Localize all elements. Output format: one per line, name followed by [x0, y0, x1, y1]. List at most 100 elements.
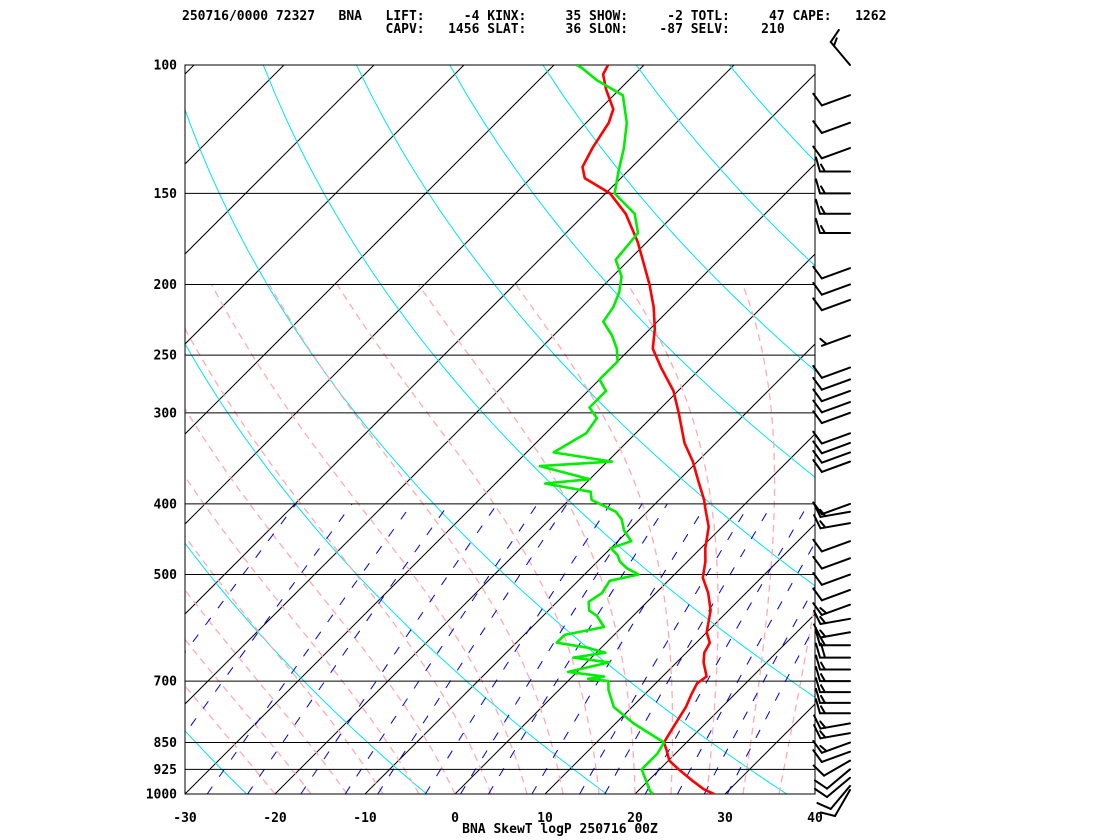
isotherm-line [634, 613, 815, 794]
wind-barb-flag [815, 156, 821, 173]
wind-barb [815, 156, 851, 173]
wind-barb-flag [819, 629, 827, 638]
y-tick-label: 200 [154, 278, 178, 293]
wind-barb [815, 630, 851, 647]
moist-adiabat-line [814, 791, 815, 794]
wind-barb-flag [813, 609, 822, 626]
isotherm-line [185, 65, 555, 435]
y-tick-label: 700 [154, 675, 178, 690]
moist-adiabat-line [417, 284, 636, 794]
wind-barb-flag [812, 145, 823, 160]
wind-barb [813, 514, 851, 530]
wind-barb [813, 714, 851, 730]
wind-barb-flag [820, 637, 826, 647]
station-header: 250716/0000 72327 BNA LIFT: -4 KINX: 35 … [182, 10, 886, 36]
wind-barb [812, 740, 851, 754]
wind-barb-flag [820, 705, 826, 715]
y-tick-label: 400 [154, 497, 178, 512]
wind-barb-flag [813, 779, 829, 790]
wind-barb [819, 789, 851, 817]
header-line-2: CAPV: 1456 SLAT: 36 SLON: -87 SELV: 210 [182, 22, 785, 37]
wind-barb-flag [813, 724, 822, 740]
wind-barb-flag [820, 224, 826, 234]
wind-barb-flag [812, 764, 826, 777]
wind-barb [813, 768, 851, 790]
wind-barb-flag [815, 178, 821, 195]
wind-barb-flag [820, 163, 826, 173]
dry-adiabat-line [185, 730, 248, 794]
wind-barb-flag [812, 281, 823, 296]
wind-barb [815, 666, 851, 683]
dry-adiabat-line [1009, 65, 1120, 794]
dry-adiabat-line [916, 65, 1120, 794]
mixing-ratio-line [488, 503, 668, 794]
dry-adiabat-line [185, 542, 428, 794]
wind-barb [813, 724, 851, 740]
y-tick-label: 100 [154, 59, 178, 74]
x-tick-label: -30 [173, 811, 197, 826]
wind-barb-flag [815, 698, 821, 715]
wind-barb-staff [820, 94, 851, 107]
wind-barb [812, 92, 851, 107]
wind-barb-flag [819, 607, 828, 615]
wind-barb-staff [820, 366, 851, 379]
wind-barb-staff [820, 557, 851, 570]
moist-adiabat-line [185, 588, 348, 794]
isotherm-line [185, 73, 815, 705]
mixing-ratio-line [703, 585, 815, 794]
wind-barb-flag [819, 811, 836, 817]
x-tick-label: 20 [627, 811, 643, 826]
wind-barb-flag [812, 501, 823, 516]
wind-barb [812, 459, 851, 473]
wind-barb [813, 623, 851, 639]
wind-barb-staff [820, 451, 851, 464]
x-tick-label: -10 [353, 811, 377, 826]
moist-adiabat-line [185, 407, 456, 794]
moist-adiabat-line [627, 284, 719, 794]
wind-barb [819, 334, 851, 347]
wind-barb-staff [820, 750, 851, 763]
wind-barb-staff [826, 768, 851, 790]
wind-barb [812, 399, 851, 414]
mixing-ratio-line [531, 503, 707, 794]
wind-barb-flag [812, 364, 823, 379]
y-tick-label: 150 [154, 187, 178, 202]
wind-barb-staff [820, 389, 851, 403]
wind-barb-flag [812, 749, 823, 763]
wind-barb [815, 178, 851, 195]
wind-barb [812, 602, 851, 616]
wind-barb-staff [820, 147, 851, 160]
wind-barb-staff [820, 411, 851, 425]
wind-barb-flag [813, 787, 829, 799]
x-tick-label: 30 [717, 811, 733, 826]
chart-title: BNA SkewT logP 250716 00Z [462, 822, 658, 837]
wind-barb-flag [820, 673, 826, 683]
header-line-1: 250716/0000 72327 BNA LIFT: -4 KINX: 35 … [182, 9, 887, 24]
isotherm-line [185, 65, 735, 615]
moist-adiabat-line [185, 475, 420, 794]
y-tick-label: 250 [154, 349, 178, 364]
isotherm-line [814, 793, 815, 794]
wind-barb [812, 587, 851, 602]
mixing-ratio-line [726, 624, 815, 794]
wind-barb [812, 281, 851, 296]
moist-adiabat-line [185, 535, 384, 794]
wind-barb-flag [812, 449, 823, 464]
wind-barb-flag [832, 37, 838, 47]
dewpoint-profile [538, 65, 666, 794]
wind-barb-flag [819, 520, 827, 529]
wind-barb-staff [820, 441, 851, 455]
wind-barb-flag [813, 514, 822, 530]
isotherm-line [185, 65, 645, 525]
isotherm-line [185, 65, 375, 255]
wind-barb-flag [819, 730, 827, 739]
wind-barb [815, 677, 851, 694]
wind-barb [812, 120, 851, 134]
wind-barb-flag [820, 684, 826, 694]
wind-barb-staff [823, 759, 851, 777]
wind-barb-flag [820, 185, 826, 195]
wind-barb-staff [820, 283, 851, 296]
wind-barb-flag [812, 538, 823, 553]
wind-barb-flag [820, 694, 826, 704]
